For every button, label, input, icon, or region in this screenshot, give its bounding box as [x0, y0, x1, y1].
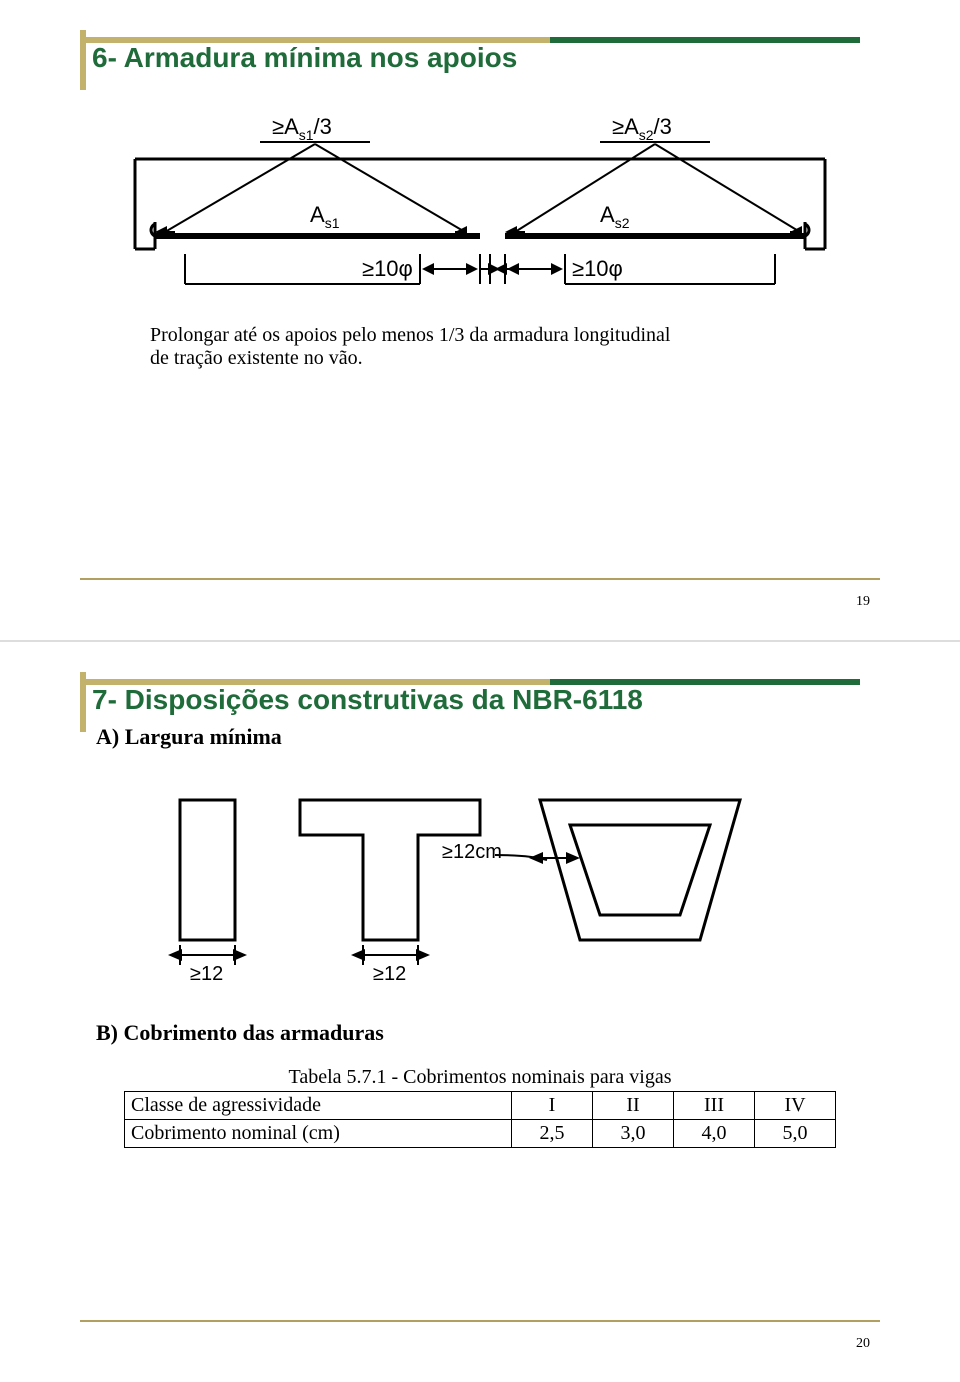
section-6-title: 6- Armadura mínima nos apoios [92, 40, 880, 74]
slide7-subheading-a: A) Largura mínima [96, 724, 880, 750]
cell-r1-c1: I [512, 1092, 593, 1120]
lbl-10phi-right: ≥10φ [572, 256, 623, 281]
slide7-subheading-b: B) Cobrimento das armaduras [96, 1020, 880, 1046]
lbl-as2-over-3-sub: s2 [639, 127, 654, 143]
slide6-caption-line1: Prolongar até os apoios pelo menos 1/3 d… [150, 324, 880, 347]
slide-6: 6- Armadura mínima nos apoios [0, 0, 960, 640]
slide7-bottom-rule [80, 1320, 880, 1322]
slide6-caption-line2: de tração existente no vão. [150, 347, 880, 370]
lbl-as1-sub: s1 [325, 215, 340, 231]
heading7-accent-left [80, 672, 86, 732]
lbl-as1-over-3-sub: s1 [299, 127, 314, 143]
accent-olive-bar [80, 37, 550, 43]
lbl-ge12cm-box: ≥12cm [442, 841, 502, 863]
lbl-as1-over-3-tail: /3 [314, 114, 332, 139]
cobrimento-table: Classe de agressividade I II III IV Cobr… [124, 1091, 836, 1148]
accent-olive-bar-7 [80, 679, 550, 685]
cell-r1-c3: III [674, 1092, 755, 1120]
heading-wrap-7: 7- Disposições construtivas da NBR-6118 [80, 672, 880, 716]
lbl-as2-sub: s2 [615, 215, 630, 231]
svg-text:As1: As1 [310, 202, 340, 231]
cell-r2-c3: 4,0 [674, 1120, 755, 1148]
lbl-ge12-rect: ≥12 [190, 963, 223, 985]
lbl-as2-a: A [600, 202, 615, 227]
table-row: Classe de agressividade I II III IV [125, 1092, 836, 1120]
lbl-as2-over-3-a: ≥A [612, 114, 639, 139]
lbl-as1-a: A [310, 202, 325, 227]
slide6-caption: Prolongar até os apoios pelo menos 1/3 d… [150, 324, 880, 370]
lbl-as1-over-3-a: ≥A [272, 114, 299, 139]
slide6-bottom-rule [80, 578, 880, 580]
cell-row2-label: Cobrimento nominal (cm) [125, 1120, 512, 1148]
heading-wrap-6: 6- Armadura mínima nos apoios [80, 30, 880, 74]
accent-green-bar-7 [550, 679, 860, 685]
cell-r1-c4: IV [755, 1092, 836, 1120]
cell-r2-c4: 5,0 [755, 1120, 836, 1148]
cell-r2-c1: 2,5 [512, 1120, 593, 1148]
cell-row1-label: Classe de agressividade [125, 1092, 512, 1120]
cell-r2-c2: 3,0 [593, 1120, 674, 1148]
section-7-title: 7- Disposições construtivas da NBR-6118 [92, 682, 880, 716]
slide-7: 7- Disposições construtivas da NBR-6118 … [0, 642, 960, 1382]
svg-text:≥As2/3: ≥As2/3 [612, 114, 672, 143]
svg-text:≥As1/3: ≥As1/3 [272, 114, 332, 143]
table-caption: Tabela 5.7.1 - Cobrimentos nominais para… [80, 1066, 880, 1089]
heading-accent-left [80, 30, 86, 90]
lbl-10phi-left: ≥10φ [362, 256, 413, 281]
slide6-page-number: 19 [856, 594, 870, 610]
table-row: Cobrimento nominal (cm) 2,5 3,0 4,0 5,0 [125, 1120, 836, 1148]
cell-r1-c2: II [593, 1092, 674, 1120]
accent-green-bar [550, 37, 860, 43]
heading-accent-top [80, 30, 860, 36]
lbl-ge12-t: ≥12 [373, 963, 406, 985]
lbl-as2-over-3-tail: /3 [654, 114, 672, 139]
cross-section-diagram: ≥12 ≥12 ≥12cm [120, 780, 760, 990]
beam-diagram: ≥As1/3 ≥As2/3 As1 As2 ≥10φ ≥10φ [110, 104, 850, 304]
slide7-page-number: 20 [856, 1336, 870, 1352]
svg-text:As2: As2 [600, 202, 630, 231]
heading7-accent-top [80, 672, 860, 678]
